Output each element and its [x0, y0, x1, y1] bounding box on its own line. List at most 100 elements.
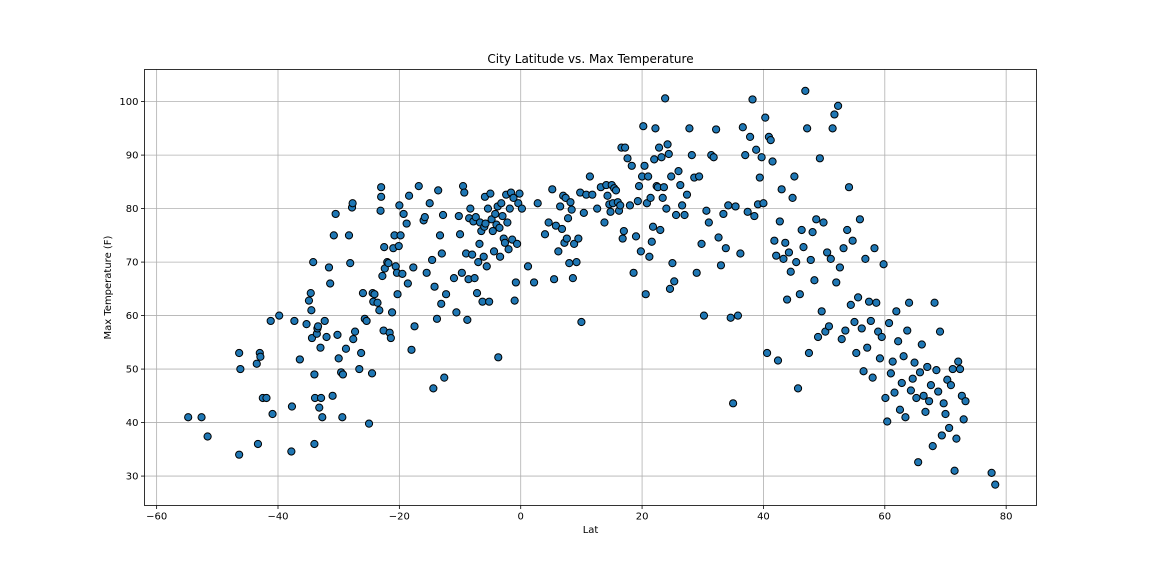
data-point [606, 207, 615, 216]
data-point [830, 110, 839, 119]
data-point [438, 210, 448, 220]
data-point [883, 417, 892, 426]
data-point [568, 274, 578, 283]
data-point [556, 202, 565, 211]
data-point [784, 248, 794, 257]
data-point [468, 250, 477, 259]
data-point [699, 311, 709, 320]
data-point [197, 413, 206, 422]
data-point [914, 458, 923, 467]
data-point [475, 239, 484, 248]
data-point [409, 263, 418, 272]
data-point [315, 403, 324, 412]
data-point [667, 172, 676, 181]
data-point [557, 224, 567, 234]
data-point [886, 369, 895, 378]
data-point [915, 368, 925, 377]
y-tick-label: 60 [126, 311, 139, 322]
data-point [497, 199, 506, 208]
data-point [631, 232, 641, 241]
data-point [452, 308, 461, 317]
data-point [429, 384, 438, 393]
axis-ticks: −60 −40 −20 0 20 40 60 80 30 40 50 60 70 80 90 100 [119, 97, 1012, 522]
data-point [510, 296, 519, 305]
data-point [414, 182, 423, 191]
data-point [877, 332, 886, 342]
data-point [844, 183, 854, 192]
data-point [489, 247, 499, 256]
data-point [579, 208, 588, 217]
data-point [420, 213, 429, 222]
data-point [623, 154, 632, 163]
data-point [344, 231, 354, 240]
data-point [648, 222, 658, 231]
data-point [923, 362, 932, 372]
data-point [716, 261, 726, 270]
data-point [937, 431, 946, 440]
data-point [549, 275, 559, 284]
data-point [483, 204, 493, 213]
data-point [733, 311, 743, 320]
data-point [773, 356, 783, 365]
data-point [803, 124, 812, 133]
data-point [783, 295, 792, 304]
data-point [486, 189, 495, 198]
data-point [184, 413, 193, 422]
data-point [843, 225, 852, 235]
data-point [955, 364, 965, 374]
data-point [757, 153, 766, 162]
data-point [338, 413, 347, 422]
data-point [702, 206, 711, 215]
data-point [364, 419, 374, 428]
data-point [387, 308, 397, 317]
data-point [517, 204, 527, 213]
data-point [565, 259, 574, 268]
data-point [650, 155, 659, 164]
data-point [917, 340, 926, 349]
data-point [457, 268, 466, 277]
data-point [334, 354, 343, 363]
data-point [570, 239, 579, 248]
data-point [692, 268, 701, 277]
data-point [846, 300, 855, 309]
data-point [627, 161, 636, 170]
data-point [403, 279, 412, 288]
data-point [430, 282, 439, 291]
x-tick-label: 60 [878, 512, 891, 523]
data-point [503, 218, 512, 227]
data-point [495, 252, 505, 261]
data-point [355, 364, 364, 374]
data-point [901, 413, 910, 422]
data-point [512, 239, 522, 248]
data-point [895, 405, 905, 414]
data-point [268, 409, 277, 419]
data-point [841, 326, 850, 335]
data-point [945, 423, 954, 433]
data-point [378, 271, 387, 281]
data-point [987, 468, 996, 477]
data-point [826, 254, 835, 263]
data-point [812, 215, 821, 224]
data-point [548, 185, 557, 194]
data-point [890, 388, 899, 397]
data-point [665, 284, 675, 293]
data-point [428, 255, 437, 265]
data-point [375, 306, 384, 315]
data-point [808, 228, 817, 237]
data-point [795, 290, 804, 299]
data-point [316, 343, 325, 352]
data-point [721, 244, 730, 253]
data-point [563, 214, 573, 223]
data-point [479, 252, 488, 261]
data-point [386, 333, 395, 343]
data-point [440, 373, 449, 382]
data-point [478, 297, 487, 306]
data-point [287, 447, 296, 456]
data-point [616, 201, 625, 210]
data-point [835, 263, 845, 272]
data-point [326, 279, 335, 288]
data-point [611, 186, 621, 195]
data-point [806, 255, 815, 265]
data-point [709, 153, 718, 162]
